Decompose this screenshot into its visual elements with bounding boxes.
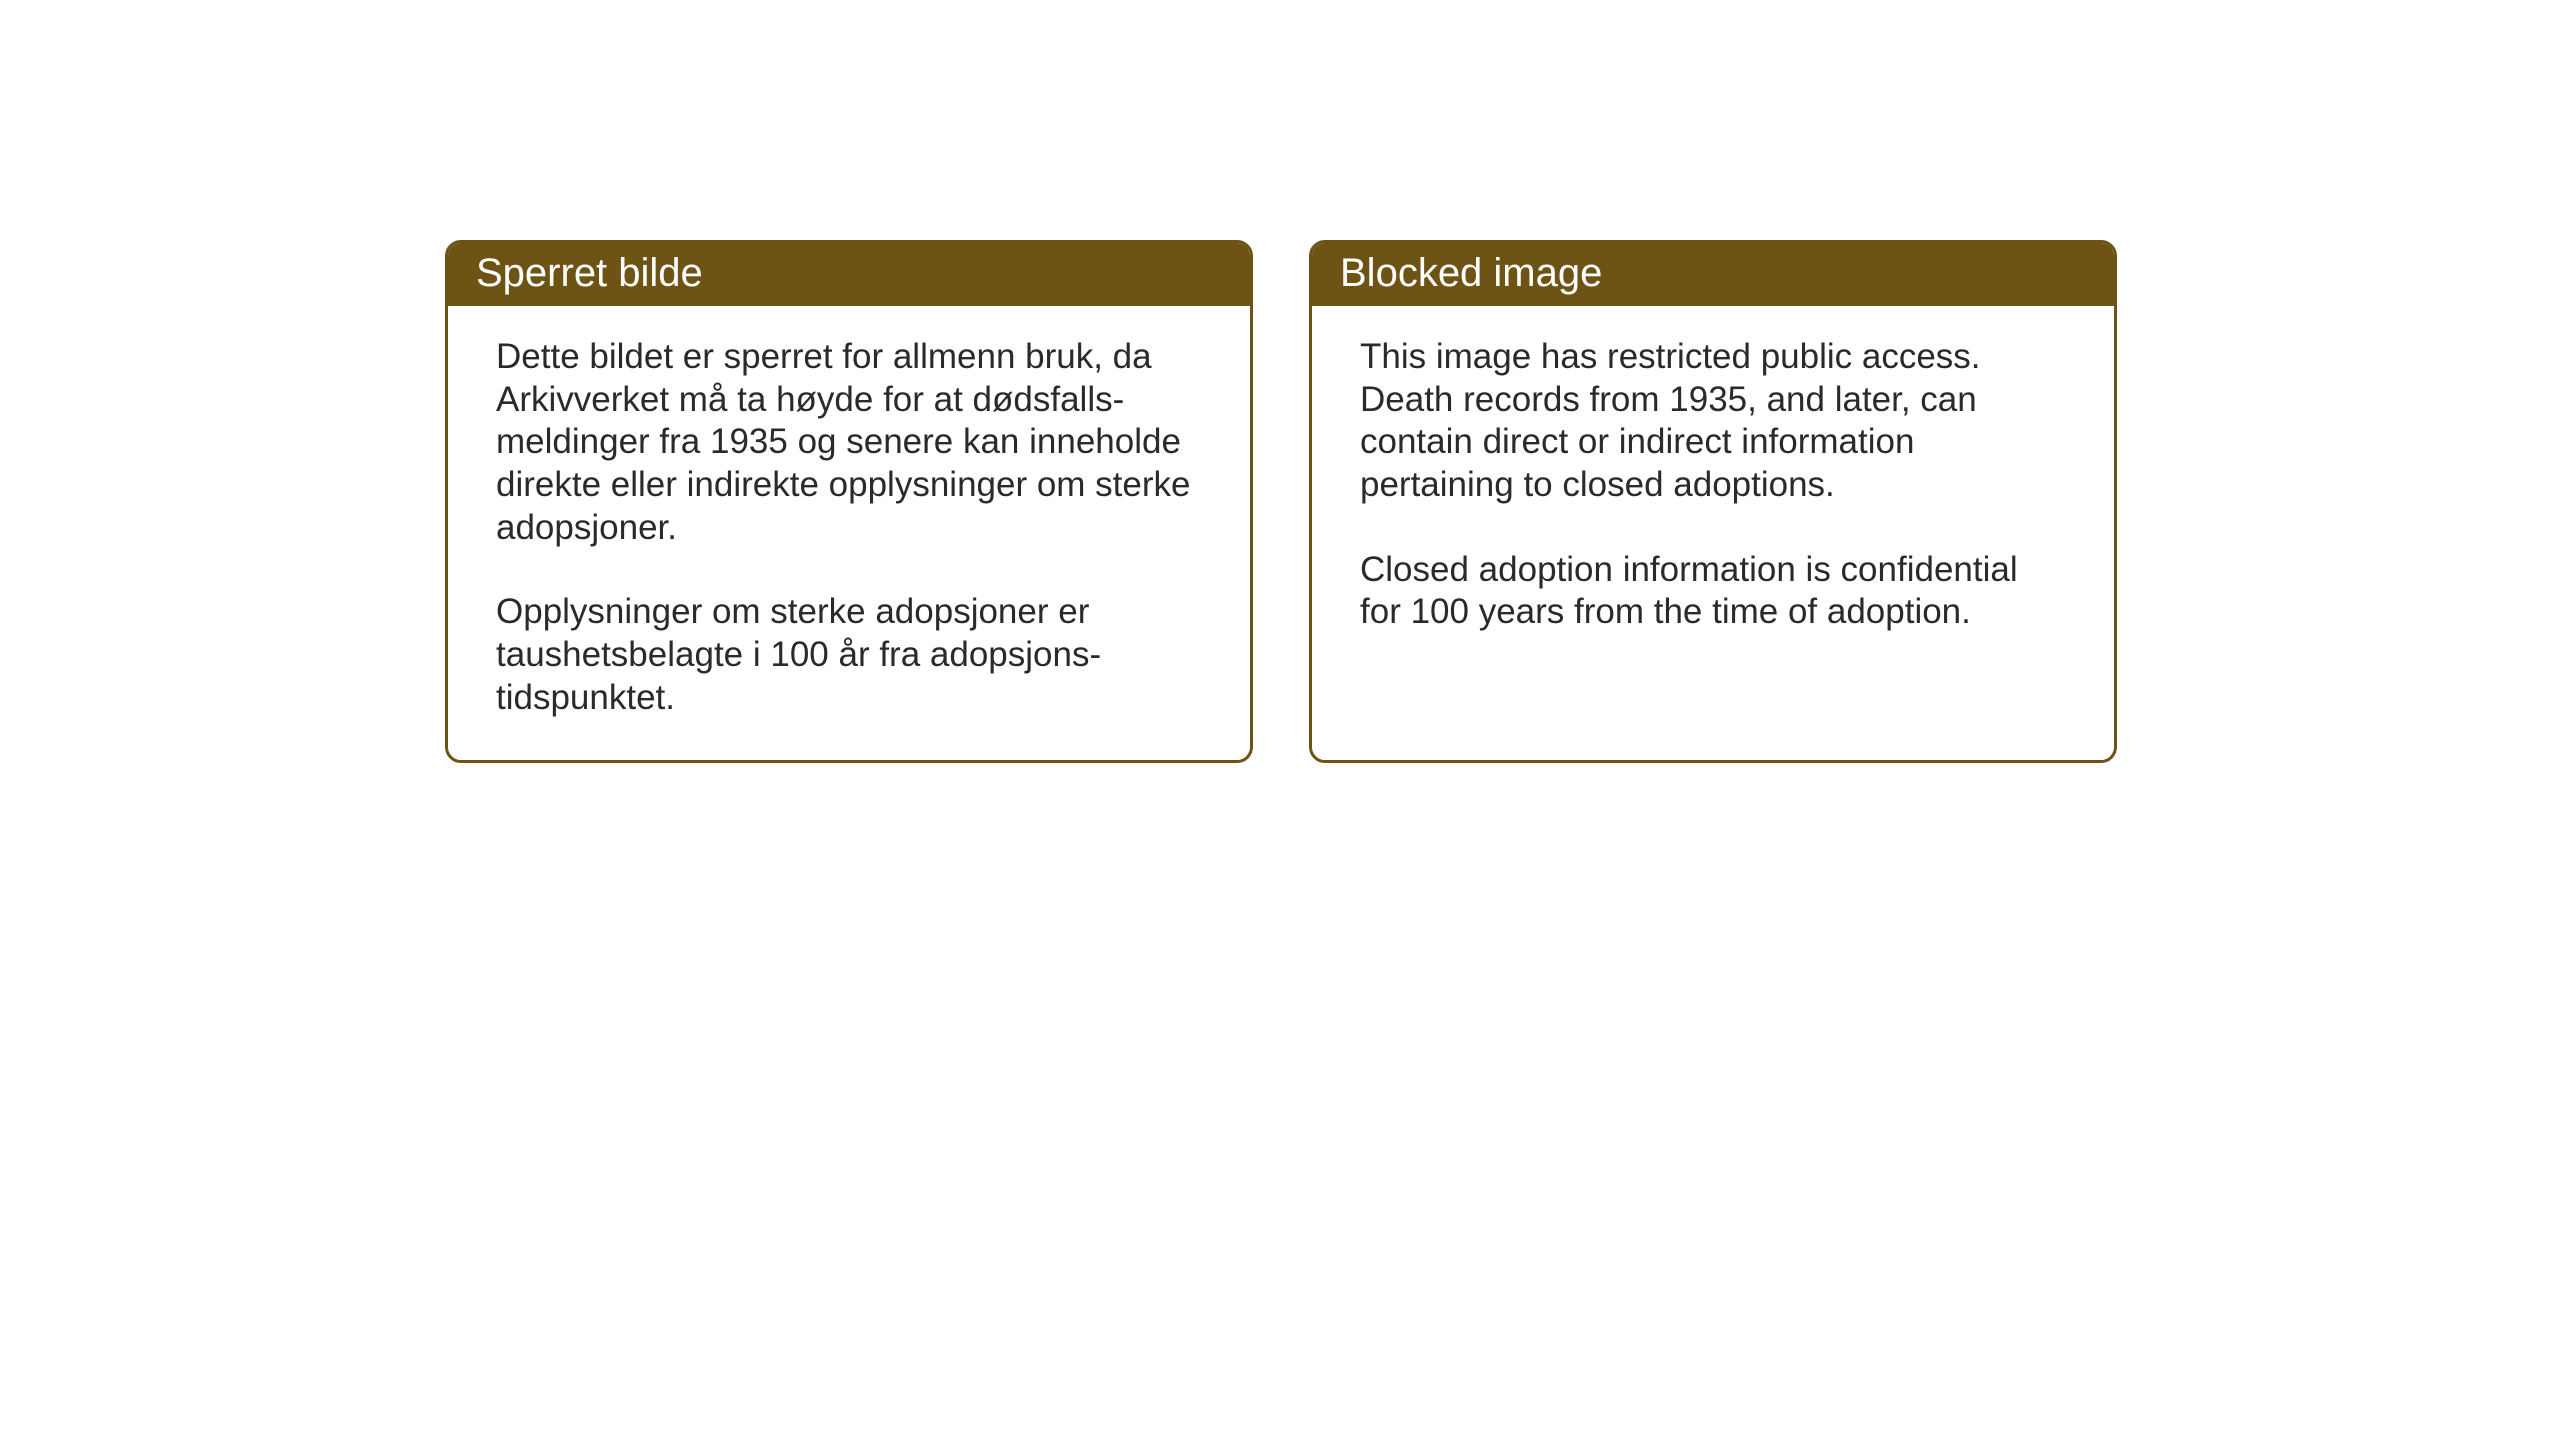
- notice-title-english: Blocked image: [1340, 251, 1602, 295]
- notice-title-norwegian: Sperret bilde: [476, 251, 703, 295]
- notice-paragraph-1-english: This image has restricted public access.…: [1360, 336, 2066, 507]
- notice-card-norwegian: Sperret bilde Dette bildet er sperret fo…: [445, 240, 1253, 763]
- notice-container: Sperret bilde Dette bildet er sperret fo…: [445, 240, 2117, 763]
- notice-header-norwegian: Sperret bilde: [448, 243, 1250, 306]
- notice-paragraph-2-norwegian: Opplysninger om sterke adopsjoner er tau…: [496, 591, 1202, 719]
- notice-body-english: This image has restricted public access.…: [1312, 306, 2114, 746]
- notice-body-norwegian: Dette bildet er sperret for allmenn bruk…: [448, 306, 1250, 760]
- notice-card-english: Blocked image This image has restricted …: [1309, 240, 2117, 763]
- notice-paragraph-1-norwegian: Dette bildet er sperret for allmenn bruk…: [496, 336, 1202, 549]
- notice-header-english: Blocked image: [1312, 243, 2114, 306]
- notice-paragraph-2-english: Closed adoption information is confident…: [1360, 549, 2066, 634]
